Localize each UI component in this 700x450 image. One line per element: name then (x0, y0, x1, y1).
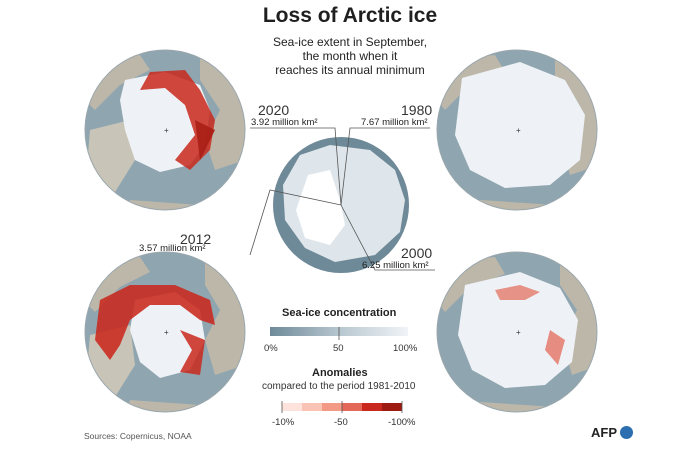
extent-label-2012: 3.57 million km² (139, 243, 206, 254)
concentration-tick-50: 50 (333, 343, 344, 354)
anomaly-2012 (95, 285, 215, 360)
anomaly-tick-100: -100% (388, 417, 416, 428)
afp-logo-text: AFP (591, 425, 617, 440)
svg-text:+: + (516, 328, 521, 337)
year-label-1980: 1980 (401, 102, 433, 118)
map-2020: + (84, 49, 246, 211)
connector-lines (249, 127, 435, 271)
extent-label-2020: 3.92 million km² (251, 117, 318, 128)
year-label-2012: 2012 (180, 231, 212, 247)
anomalies-legend-title: Anomalies (312, 367, 368, 379)
ice-extent-2000 (458, 272, 578, 388)
page-subtitle: Sea-ice extent in September, the month w… (260, 35, 440, 77)
central-ice-2020 (296, 170, 345, 245)
svg-text:+: + (164, 126, 169, 135)
svg-text:+: + (164, 328, 169, 337)
anomalies-legend-subtitle: compared to the period 1981-2010 (262, 381, 416, 392)
anomaly-tick-10: -10% (272, 417, 295, 428)
subtitle-line-1: Sea-ice extent in September, (272, 35, 428, 49)
anomaly-tick-50: -50 (334, 417, 348, 428)
afp-logo-dot-icon (620, 426, 633, 439)
map-2012: + (84, 251, 246, 413)
ice-extent-1980 (455, 62, 585, 188)
concentration-scale (270, 327, 408, 340)
year-label-2020: 2020 (258, 102, 290, 118)
concentration-tick-0: 0% (264, 343, 278, 354)
map-2000: + (436, 251, 598, 413)
page-title: Loss of Arctic ice (262, 4, 438, 27)
concentration-tick-100: 100% (393, 343, 418, 354)
year-label-2000: 2000 (401, 245, 433, 261)
afp-logo: AFP (591, 425, 633, 440)
extent-label-2000: 6.25 million km² (362, 260, 429, 271)
sources-credit: Sources: Copernicus, NOAA (84, 431, 192, 441)
subtitle-line-3: reaches its annual minimum (275, 63, 425, 77)
anomaly-2000 (495, 285, 540, 300)
map-1980: + (436, 49, 598, 211)
anomaly-scale (281, 401, 403, 413)
extent-label-1980: 7.67 million km² (361, 117, 428, 128)
concentration-legend-title: Sea-ice concentration (282, 307, 397, 319)
ice-extent-2012 (130, 292, 205, 378)
svg-text:+: + (516, 126, 521, 135)
anomaly-2020 (140, 70, 215, 170)
subtitle-line-2: the month when it (302, 49, 398, 63)
